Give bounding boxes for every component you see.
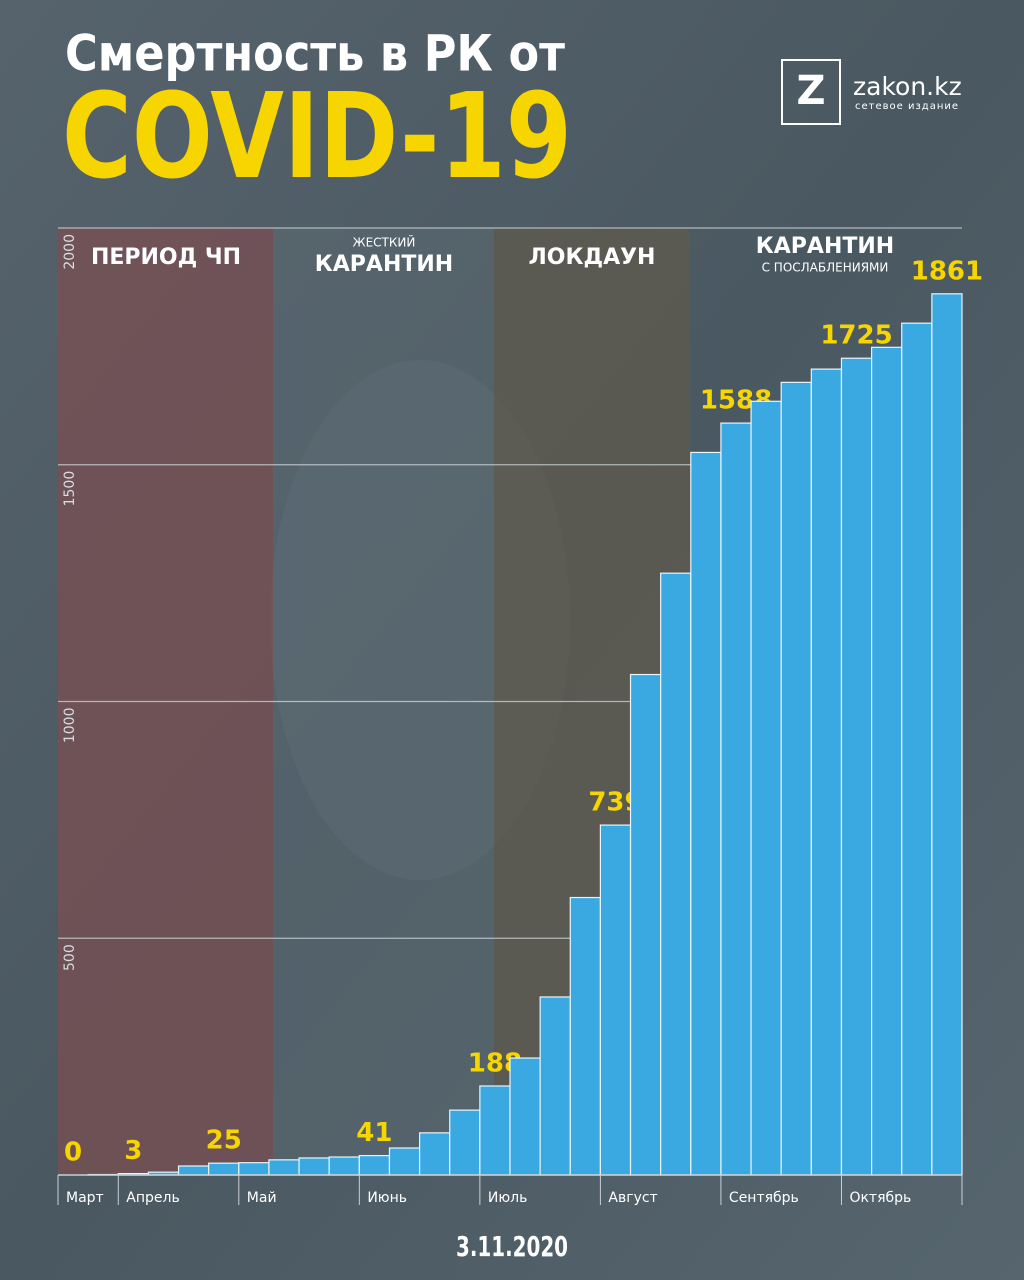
value-label: 41 — [356, 1118, 392, 1148]
period-label: ПЕРИОД ЧП — [91, 245, 241, 270]
title: Смертность в РК от — [65, 25, 565, 83]
bar — [208, 1162, 240, 1176]
period-label: КАРАНТИН — [315, 252, 453, 277]
bar — [177, 1165, 210, 1176]
period-note: ЖЕСТКИЙ — [353, 235, 416, 250]
bar — [599, 824, 632, 1176]
bar — [720, 422, 752, 1176]
x-tick-label: Март — [66, 1190, 104, 1206]
bar — [509, 1057, 541, 1176]
x-tick-label: Июль — [488, 1190, 527, 1206]
bar — [268, 1159, 300, 1176]
x-tick-label: Октябрь — [849, 1190, 911, 1206]
value-label: 0 — [64, 1138, 82, 1168]
bar — [840, 357, 873, 1176]
value-label: 3 — [124, 1136, 142, 1166]
bar — [780, 381, 812, 1176]
x-tick-label: Май — [247, 1190, 277, 1206]
bar — [539, 996, 571, 1176]
bar — [690, 451, 722, 1176]
bar — [358, 1154, 391, 1176]
value-label: 1861 — [911, 256, 983, 286]
bar — [870, 346, 903, 1176]
y-tick-label: 1500 — [62, 471, 78, 507]
bar — [298, 1157, 330, 1176]
bar — [810, 368, 843, 1176]
bar — [328, 1156, 360, 1176]
logo-letter: Z — [796, 68, 825, 114]
period-label: ЛОКДАУН — [529, 245, 656, 270]
x-tick-label: Апрель — [126, 1190, 179, 1206]
bar — [931, 293, 963, 1176]
y-tick-label: 2000 — [62, 234, 78, 270]
bar — [660, 572, 692, 1176]
bar — [901, 322, 933, 1176]
bar — [750, 400, 782, 1176]
period-label: КАРАНТИН — [756, 234, 894, 259]
period-note: С ПОСЛАБЛЕНИЯМИ — [762, 261, 889, 275]
bar — [569, 896, 601, 1176]
logo-tagline: сетевое издание — [855, 101, 959, 112]
bar — [629, 673, 662, 1176]
logo-box — [781, 59, 841, 125]
y-tick-label: 500 — [62, 944, 78, 971]
date: 3.11.2020 — [456, 1230, 568, 1263]
value-label: 1725 — [820, 321, 892, 351]
bar — [238, 1162, 270, 1176]
subtitle: COVID-19 — [62, 67, 572, 205]
logo-name: zakon.kz — [853, 72, 962, 101]
bar — [419, 1132, 451, 1176]
value-label: 25 — [206, 1126, 242, 1156]
x-tick-label: Июнь — [367, 1190, 407, 1206]
y-tick-label: 1000 — [62, 708, 78, 744]
bar — [479, 1085, 511, 1176]
bar — [388, 1147, 421, 1176]
bar — [449, 1109, 481, 1176]
x-tick-label: Сентябрь — [729, 1190, 799, 1206]
x-tick-label: Август — [608, 1190, 657, 1206]
